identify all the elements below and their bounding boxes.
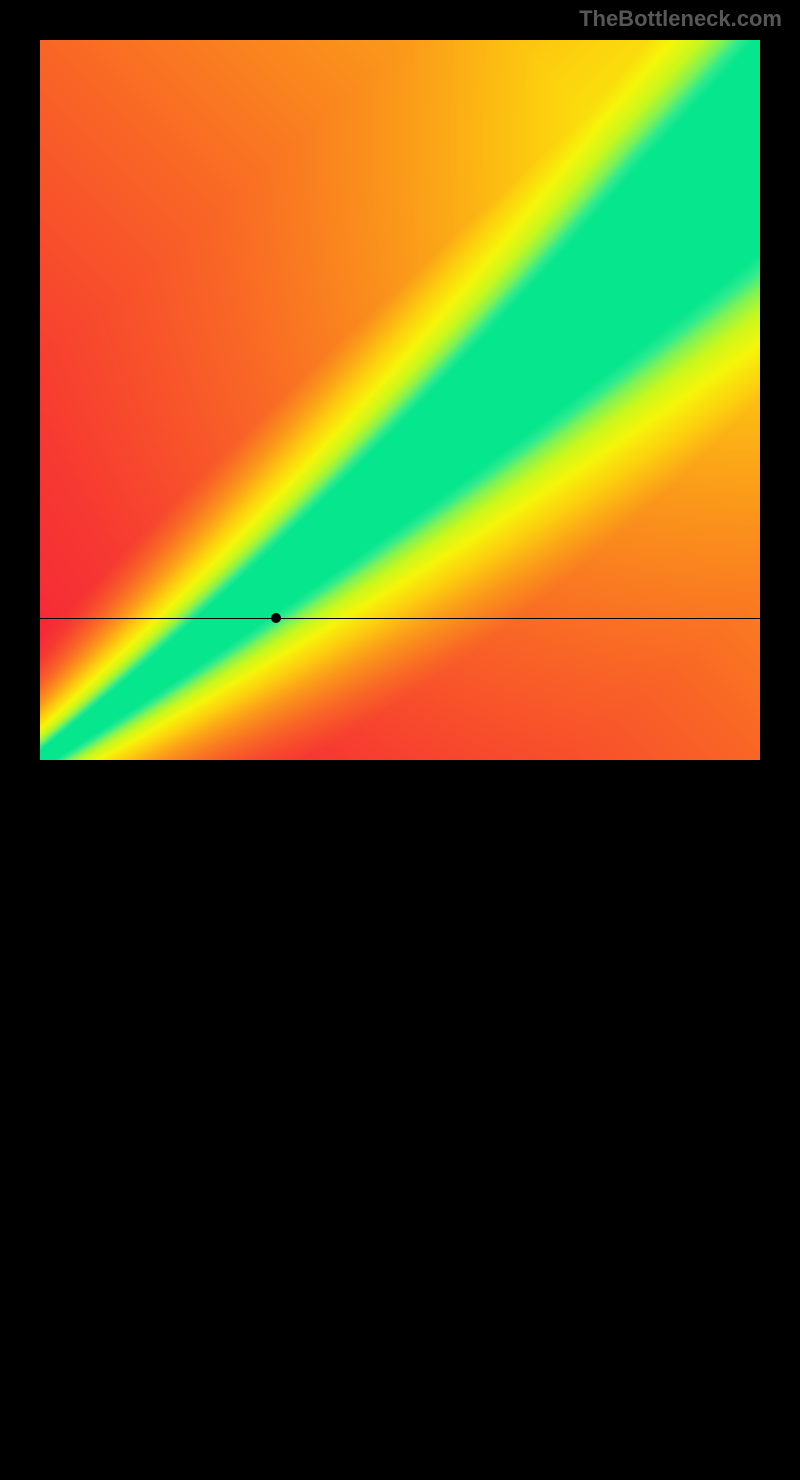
heatmap-plot xyxy=(40,40,760,760)
heatmap-canvas xyxy=(40,40,760,760)
crosshair-vertical xyxy=(276,760,277,1480)
watermark-text: TheBottleneck.com xyxy=(579,6,782,32)
crosshair-horizontal xyxy=(40,618,760,619)
crosshair-marker xyxy=(271,613,281,623)
